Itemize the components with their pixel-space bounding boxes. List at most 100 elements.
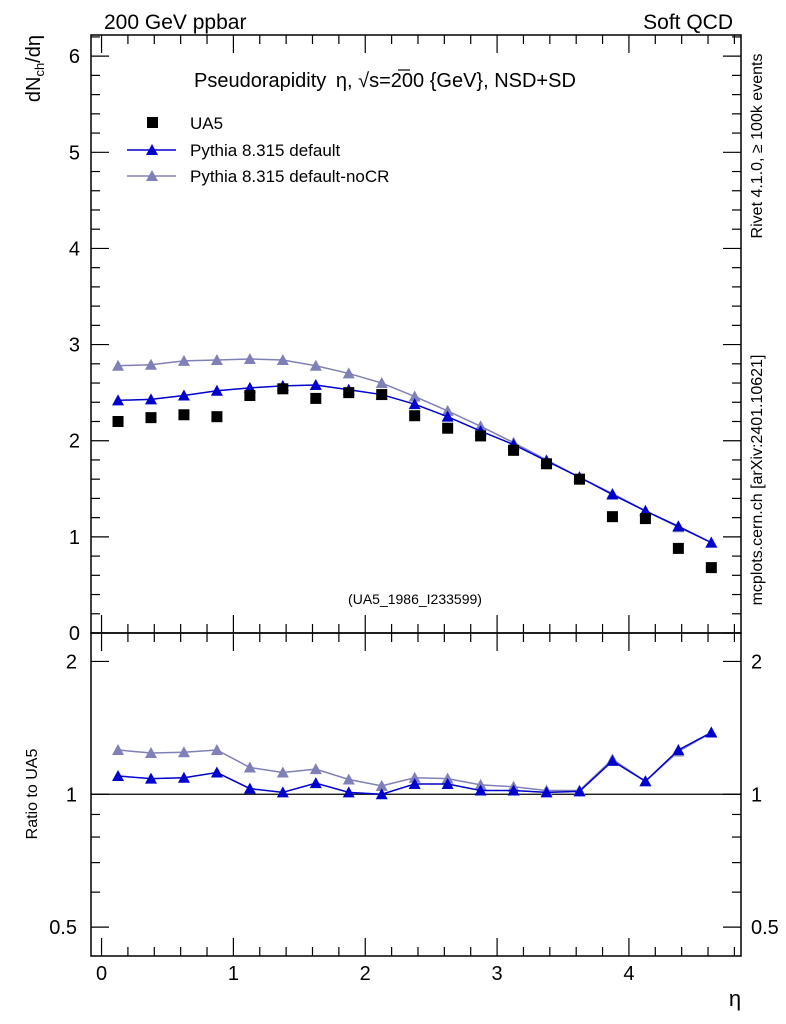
main-y-tick-label: 1 [69, 527, 80, 549]
ratio-point-pythia-default [672, 743, 685, 755]
data-point-ua5 [475, 430, 487, 442]
data-point-pythia-nocr [375, 377, 388, 389]
data-point-ua5 [606, 511, 618, 523]
x-tick-label: 1 [228, 963, 239, 985]
ratio-point-pythia-nocr [474, 778, 487, 790]
ratio-point-pythia-default [441, 778, 454, 790]
data-point-ua5 [277, 383, 289, 395]
rivet-version-label: Rivet 4.1.0, ≥ 100k events [749, 54, 766, 239]
ratio-ticks: 0.5 0.5 1 1 2 2 0 1 2 3 4 [49, 633, 779, 985]
x-tick-label: 4 [623, 963, 634, 985]
main-y-tick-label: 3 [69, 335, 80, 357]
ratio-point-pythia-nocr [210, 743, 223, 755]
main-y-tick-label: 5 [69, 142, 80, 164]
data-point-pythia-nocr [210, 353, 223, 365]
data-point-ua5 [639, 513, 651, 525]
data-point-pythia-default [408, 398, 421, 410]
ratio-series [112, 726, 718, 800]
data-point-ua5 [376, 389, 388, 401]
ylabel-tail: /dη [23, 35, 45, 63]
data-point-ua5 [508, 444, 520, 456]
x-tick-label: 3 [492, 963, 503, 985]
data-point-pythia-default [606, 488, 619, 500]
legend-label-pythia-nocr: Pythia 8.315 default-noCR [190, 167, 389, 186]
data-point-ua5 [112, 415, 124, 427]
data-point-ua5 [343, 387, 355, 399]
data-point-ua5 [672, 542, 684, 554]
ratio-point-pythia-nocr [375, 779, 388, 791]
ratio-point-pythia-default [210, 766, 223, 778]
ratio-ylabel: Ratio to UA5 [24, 749, 41, 840]
ratio-point-pythia-default [408, 778, 421, 790]
legend-label-pythia-default: Pythia 8.315 default [190, 141, 341, 160]
main-y-tick-label: 4 [69, 238, 80, 260]
ratio-point-pythia-nocr [408, 771, 421, 783]
data-point-pythia-nocr [441, 404, 454, 416]
series-line-pythia-nocr [118, 358, 712, 544]
ratio-point-pythia-default [507, 784, 520, 796]
title-sqrt: √ [358, 70, 369, 92]
ratio-point-pythia-default [243, 782, 256, 794]
ratio-point-pythia-nocr [342, 773, 355, 785]
data-point-pythia-default [210, 384, 223, 396]
x-tick-label: 0 [96, 963, 107, 985]
ratio-point-pythia-default [639, 775, 652, 787]
data-point-ua5 [310, 392, 322, 404]
data-point-pythia-nocr [309, 359, 322, 371]
legend-marker-pythia-nocr [146, 170, 158, 181]
ratio-point-pythia-default [112, 770, 125, 782]
header-left: 200 GeV ppbar [104, 11, 246, 34]
main-title: Pseudorapidity η, √s=200 {GeV}, NSD+SD [194, 70, 576, 92]
ratio-point-pythia-default [540, 786, 553, 798]
ratio-y-tick-label-left: 1 [66, 784, 77, 806]
legend-marker-ua5 [147, 117, 158, 128]
data-point-ua5 [145, 412, 157, 424]
main-panel: 0 1 2 3 4 5 6 Pseudorapidity η, √s=200 {GeV}, … [23, 34, 742, 645]
data-point-pythia-nocr [342, 367, 355, 379]
main-ticks: 0 1 2 3 4 5 6 [69, 35, 741, 645]
ratio-point-pythia-nocr [309, 763, 322, 775]
ratio-point-pythia-default [573, 785, 586, 797]
ratio-point-pythia-default [309, 777, 322, 789]
data-point-pythia-default [112, 394, 125, 406]
data-point-ua5 [409, 410, 421, 422]
data-point-ua5 [442, 422, 454, 434]
data-point-pythia-nocr [112, 359, 125, 371]
legend-label-ua5: UA5 [190, 114, 223, 133]
data-point-pythia-nocr [408, 390, 421, 402]
mcplots-source-label: mcplots.cern.ch [arXiv:2401.10621] [749, 355, 766, 606]
ratio-point-pythia-default [705, 726, 718, 738]
ratio-panel: 0.5 0.5 1 1 2 2 0 1 2 3 4 Ratio to UA5 η [24, 632, 779, 1011]
ratio-point-pythia-default [474, 784, 487, 796]
ylabel-sub: ch [32, 63, 47, 77]
legend: UA5 Pythia 8.315 default Pythia 8.315 de… [127, 114, 389, 186]
ylabel-main: dN [23, 77, 45, 103]
ratio-point-pythia-nocr [276, 766, 289, 778]
ratio-point-pythia-nocr [112, 743, 125, 755]
ratio-point-pythia-default [375, 788, 388, 800]
ratio-point-pythia-nocr [144, 747, 157, 759]
data-point-pythia-default [309, 378, 322, 390]
data-point-pythia-nocr [243, 352, 256, 364]
ratio-point-pythia-default [342, 786, 355, 798]
data-point-pythia-default [144, 393, 157, 405]
ratio-y-tick-label-right: 1 [751, 784, 762, 806]
data-point-ua5 [541, 458, 553, 470]
data-point-ua5 [178, 409, 190, 421]
main-y-tick-label: 6 [69, 46, 80, 68]
data-point-ua5 [705, 562, 717, 574]
title-prefix: Pseudorapidity [194, 70, 326, 92]
data-point-pythia-nocr [144, 358, 157, 370]
title-eta: η [336, 70, 347, 92]
ratio-point-pythia-default [144, 772, 157, 784]
ratio-y-tick-label-left: 0.5 [49, 917, 77, 939]
data-point-pythia-nocr [276, 353, 289, 365]
x-axis-label: η [729, 986, 741, 1011]
ratio-point-pythia-default [606, 754, 619, 766]
data-point-ua5 [573, 473, 585, 485]
data-point-pythia-nocr [177, 354, 190, 366]
main-y-tick-label: 2 [69, 431, 80, 453]
main-panel-frame [90, 34, 742, 634]
data-point-pythia-default [177, 389, 190, 401]
